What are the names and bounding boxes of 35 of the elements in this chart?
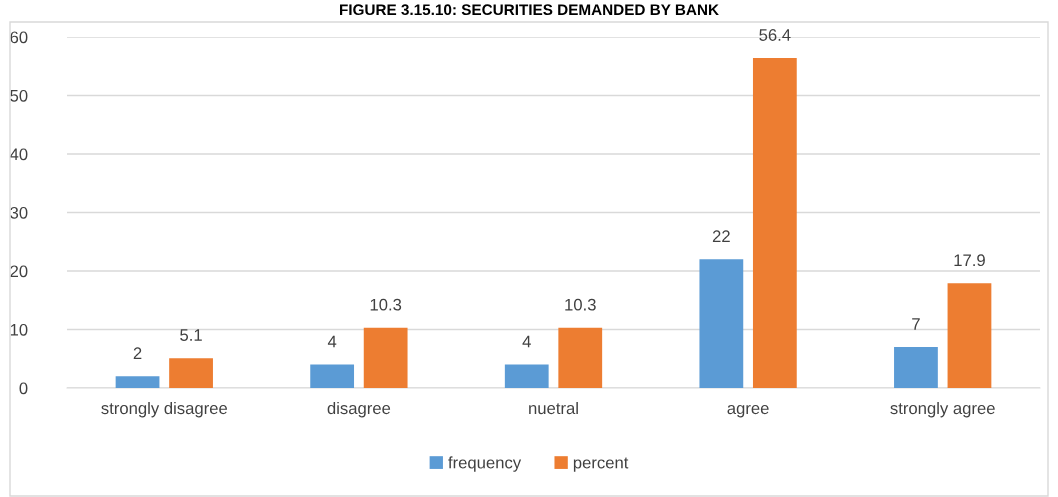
y-tick-label: 10 [10, 323, 28, 336]
legend-label: frequency [448, 456, 522, 472]
y-tick-label: 30 [10, 206, 28, 219]
chart-title: FIGURE 3.15.10: SECURITIES DEMANDED BY BANK [340, 4, 719, 16]
x-tick-label: nuetral [529, 401, 578, 415]
bar [504, 364, 549, 388]
data-label: 22 [712, 230, 730, 242]
bar [363, 327, 408, 388]
y-tick-label: 0 [19, 382, 28, 395]
data-label: 5.1 [180, 329, 202, 341]
data-label: 10.3 [370, 298, 402, 311]
data-label: 10.3 [565, 298, 596, 311]
y-tick-label: 20 [10, 265, 28, 278]
bar [558, 327, 603, 388]
x-tick-label: strongly disagree [101, 401, 228, 418]
bar [115, 376, 160, 388]
data-label: 7 [912, 318, 920, 330]
data-label: 17.9 [954, 254, 985, 267]
data-label: 4 [522, 335, 531, 348]
y-tick-label: 40 [9, 148, 28, 161]
bar [310, 364, 355, 388]
y-tick-label: 60 [10, 31, 28, 44]
x-tick-label: disagree [327, 401, 391, 418]
bar [699, 259, 744, 388]
bar [894, 347, 938, 388]
x-tick-label: strongly agree [890, 401, 995, 418]
data-label: 56.4 [759, 29, 791, 41]
data-label: 2 [133, 347, 142, 359]
legend-label: percent [573, 457, 629, 472]
bar [947, 283, 992, 388]
x-tick-label: agree [727, 405, 769, 418]
y-tick-label: 50 [10, 89, 28, 102]
bar [169, 358, 213, 388]
bar [752, 58, 797, 388]
data-label: 4 [327, 335, 337, 348]
